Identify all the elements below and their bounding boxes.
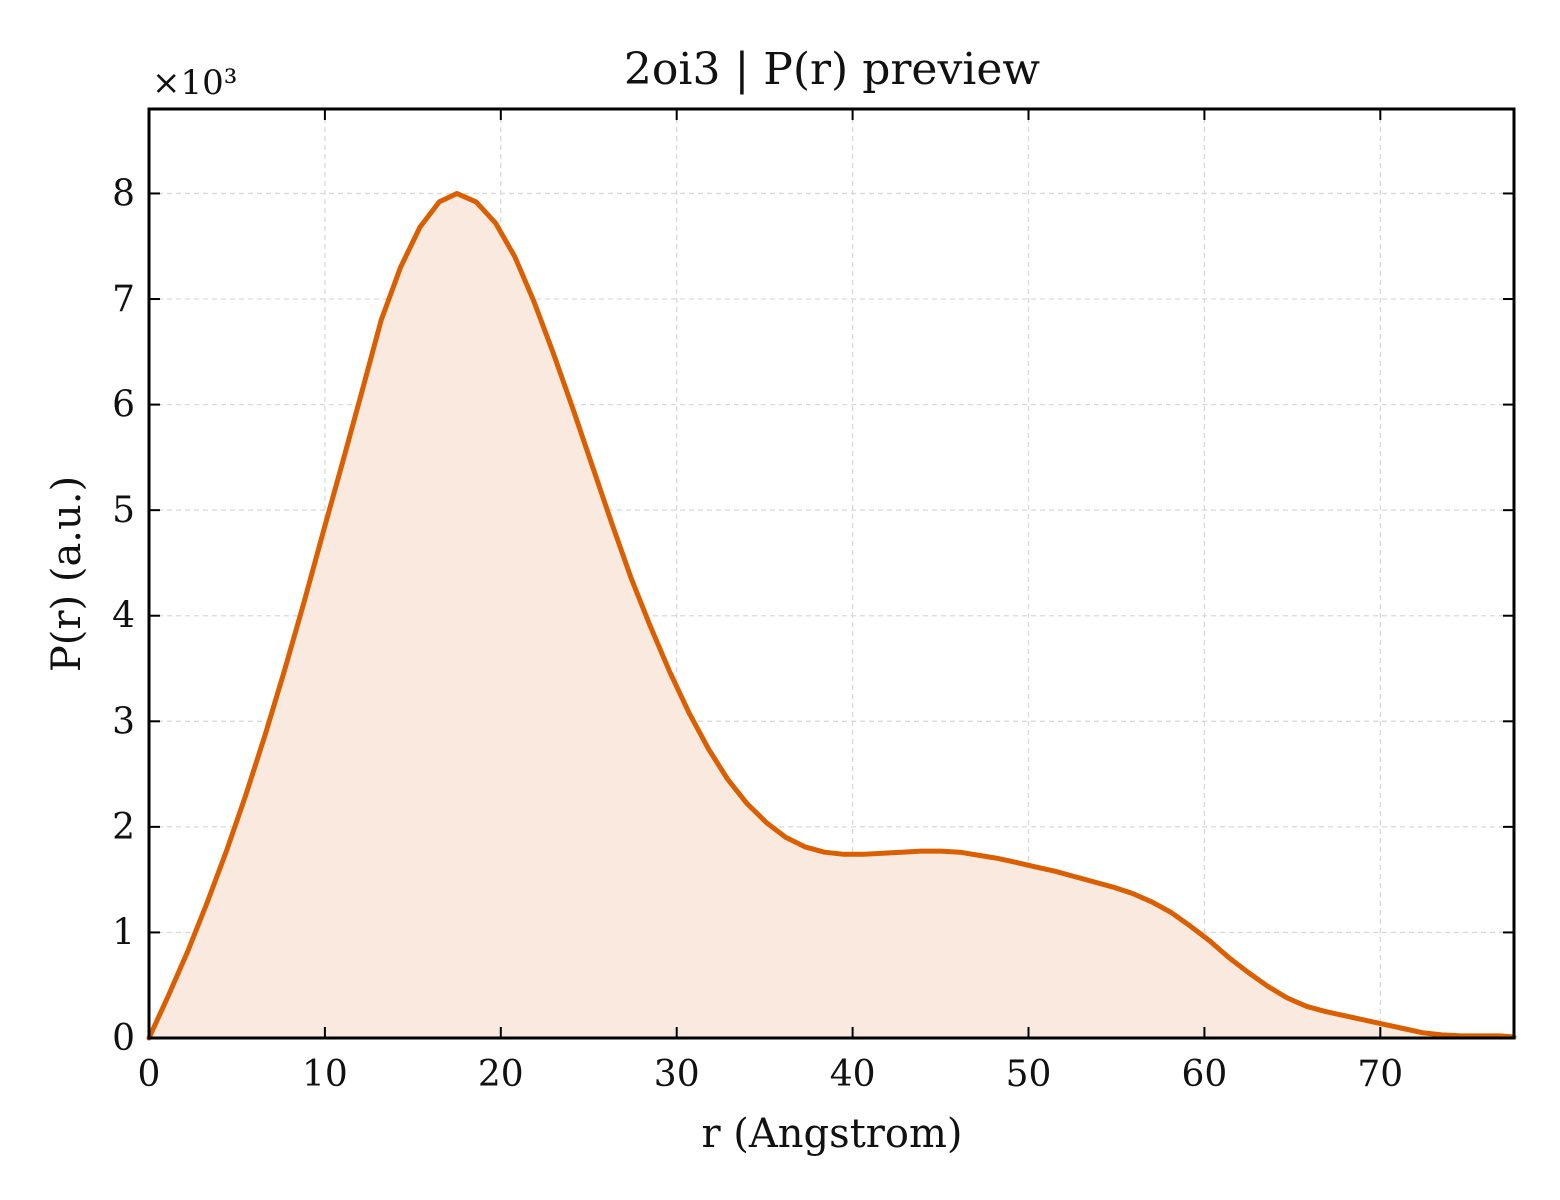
x-tick-label-6: 60	[1182, 1054, 1228, 1095]
y-tick-label-4: 4	[112, 596, 135, 637]
x-tick-label-4: 40	[830, 1054, 876, 1095]
y-axis-label: P(r) (a.u.)	[44, 476, 90, 672]
area-fill	[149, 193, 1514, 1038]
y-tick-label-2: 2	[112, 807, 135, 848]
y-tick-label-8: 8	[112, 173, 135, 214]
series-line	[146, 190, 1517, 1041]
y-tick-label-0: 0	[112, 1018, 135, 1059]
y-tick-label-6: 6	[112, 385, 135, 426]
x-tick-label-5: 50	[1006, 1054, 1052, 1095]
y-tick-label-1: 1	[112, 912, 135, 953]
y-tick-label-5: 5	[112, 490, 135, 531]
y-tick-label-3: 3	[112, 701, 135, 742]
y-tick-label-7: 7	[112, 279, 135, 320]
x-tick-label-2: 20	[478, 1054, 524, 1095]
tick-labels-group: 0 10 20 30 40 50 60 70 0 1 2 3 4 5 6 7 8	[112, 173, 1403, 1095]
x-tick-label-3: 30	[654, 1054, 700, 1095]
x-tick-label-0: 0	[138, 1054, 161, 1095]
x-tick-label-7: 70	[1357, 1054, 1403, 1095]
x-axis-label: r (Angstrom)	[701, 1111, 962, 1157]
chart-title: 2oi3 | P(r) preview	[624, 44, 1041, 95]
plot-frame	[147, 107, 1516, 1040]
y-scale-label: ×10³	[152, 63, 237, 103]
x-tick-label-1: 10	[302, 1054, 348, 1095]
